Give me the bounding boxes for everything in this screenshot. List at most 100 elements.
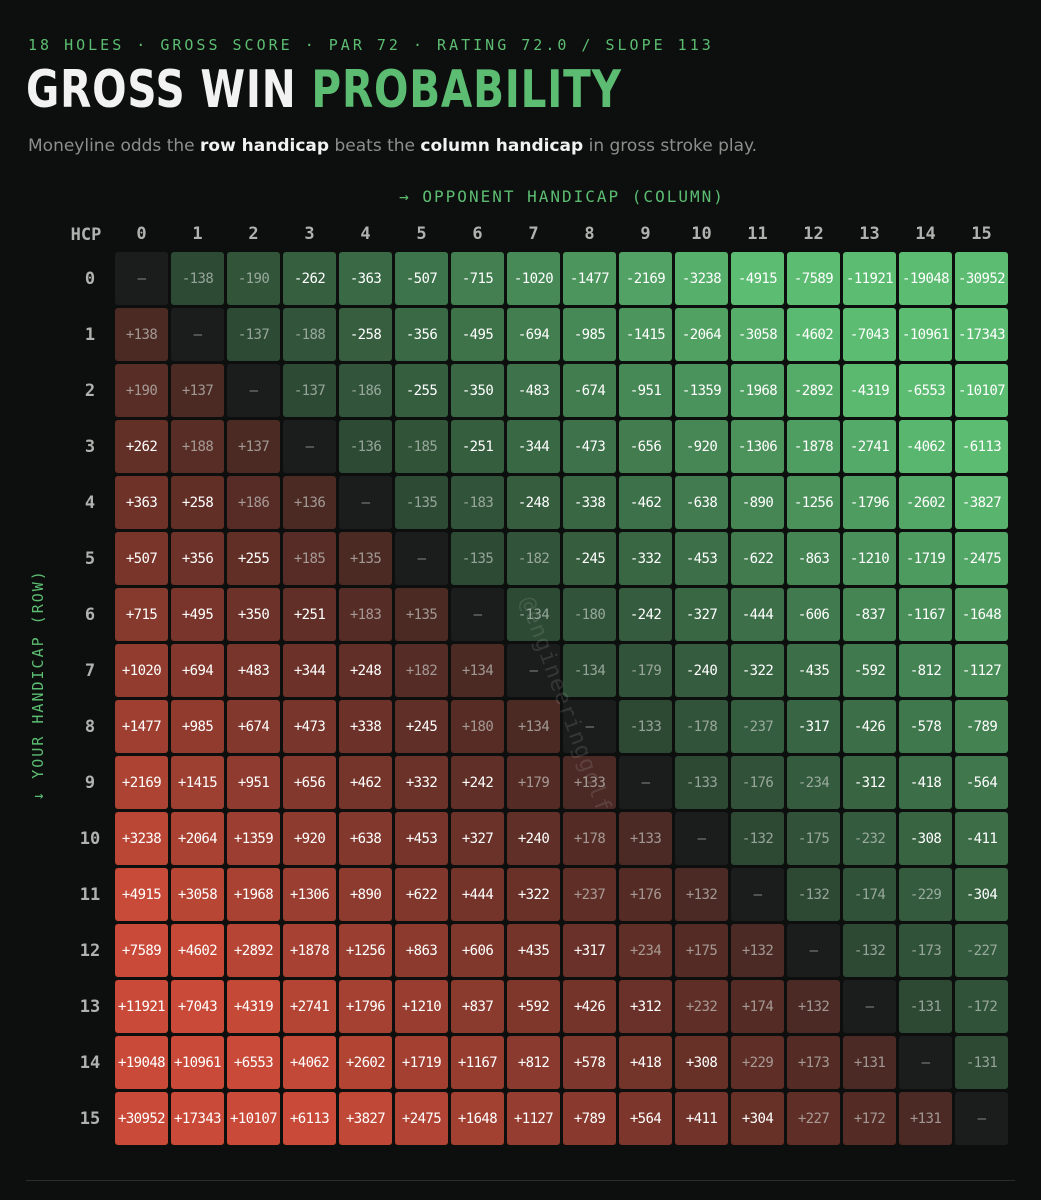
heatmap-cell: -985	[563, 308, 616, 361]
heatmap-cell: -7589	[787, 252, 840, 305]
heatmap-cell: -308	[899, 812, 952, 865]
heatmap-cell: +186	[227, 476, 280, 529]
heatmap-cell: -1167	[899, 588, 952, 641]
heatmap-cell: +4319	[227, 980, 280, 1033]
heatmap-cell: +135	[339, 532, 392, 585]
heatmap-cell: +606	[451, 924, 504, 977]
heatmap-cell: +258	[171, 476, 224, 529]
heatmap-cell: -638	[675, 476, 728, 529]
heatmap-cell: -234	[787, 756, 840, 809]
column-header-13: 13	[859, 224, 880, 244]
heatmap-cell: –	[955, 1092, 1008, 1145]
heatmap-cell: -332	[619, 532, 672, 585]
heatmap-cell: +317	[563, 924, 616, 977]
heatmap-cell: -258	[339, 308, 392, 361]
heatmap-cell: +578	[563, 1036, 616, 1089]
heatmap-cell: +173	[787, 1036, 840, 1089]
heatmap-cell: –	[395, 532, 448, 585]
heatmap-cell: +4602	[171, 924, 224, 977]
heatmap-cell: -131	[955, 1036, 1008, 1089]
row-header-12: 12	[79, 940, 101, 961]
heatmap-cell: -138	[171, 252, 224, 305]
subtitle-column-handicap: column handicap	[420, 136, 584, 156]
column-header-7: 7	[528, 224, 539, 244]
heatmap-cell: +137	[227, 420, 280, 473]
heatmap-cell: -694	[507, 308, 560, 361]
column-header-6: 6	[472, 224, 483, 244]
heatmap-cell: -190	[227, 252, 280, 305]
heatmap-cell: -10961	[899, 308, 952, 361]
heatmap-cell: +356	[171, 532, 224, 585]
heatmap-cell: -17343	[955, 308, 1008, 361]
heatmap-cell: -564	[955, 756, 1008, 809]
title-green-part: PROBABILITY	[311, 60, 622, 120]
heatmap-cell: +483	[227, 644, 280, 697]
heatmap-cell: -133	[619, 700, 672, 753]
heatmap-cell: +132	[731, 924, 784, 977]
heatmap-cell: +133	[563, 756, 616, 809]
heatmap-cell: +332	[395, 756, 448, 809]
heatmap-cell: +426	[563, 980, 616, 1033]
heatmap-cell: +11921	[115, 980, 168, 1033]
heatmap-cell: -592	[843, 644, 896, 697]
heatmap-cell: -10107	[955, 364, 1008, 417]
heatmap-cell: +174	[731, 980, 784, 1033]
heatmap-cell: -2602	[899, 476, 952, 529]
heatmap-cell: –	[675, 812, 728, 865]
heatmap-cell: –	[619, 756, 672, 809]
subtitle-mid: beats the	[329, 136, 421, 156]
heatmap-cell: -322	[731, 644, 784, 697]
heatmap-cell: -3058	[731, 308, 784, 361]
heatmap-cell: -6113	[955, 420, 1008, 473]
heatmap-cell: -473	[563, 420, 616, 473]
heatmap-cell: -19048	[899, 252, 952, 305]
column-header-0: 0	[136, 224, 147, 244]
subtitle-row-handicap: row handicap	[200, 136, 330, 156]
heatmap-cell: +453	[395, 812, 448, 865]
heatmap-cell: –	[227, 364, 280, 417]
heatmap-cell: +411	[675, 1092, 728, 1145]
heatmap-cell: -1020	[507, 252, 560, 305]
heatmap-cell: +715	[115, 588, 168, 641]
heatmap-cell: -863	[787, 532, 840, 585]
heatmap-cell: -715	[451, 252, 504, 305]
heatmap-cell: -137	[227, 308, 280, 361]
row-header-15: 15	[79, 1108, 101, 1129]
heatmap-cell: -133	[675, 756, 728, 809]
heatmap-cell: -812	[899, 644, 952, 697]
heatmap-cell: -2064	[675, 308, 728, 361]
heatmap-cell: -2892	[787, 364, 840, 417]
row-header-13: 13	[79, 996, 101, 1017]
heatmap-cell: +245	[395, 700, 448, 753]
heatmap-cell: -180	[563, 588, 616, 641]
heatmap-cell: –	[731, 868, 784, 921]
heatmap-cell: +1878	[283, 924, 336, 977]
heatmap-cell: -4319	[843, 364, 896, 417]
heatmap-cell: -137	[283, 364, 336, 417]
heatmap-cell: +495	[171, 588, 224, 641]
heatmap-cell: +3827	[339, 1092, 392, 1145]
column-header-2: 2	[248, 224, 259, 244]
heatmap-cell: +1648	[451, 1092, 504, 1145]
heatmap-cell: -262	[283, 252, 336, 305]
heatmap-cell: +227	[787, 1092, 840, 1145]
heatmap-cell: -327	[675, 588, 728, 641]
heatmap-cell: -182	[507, 532, 560, 585]
row-header-7: 7	[84, 660, 96, 681]
heatmap-cell: +7589	[115, 924, 168, 977]
heatmap-cell: -1415	[619, 308, 672, 361]
heatmap-cell: +322	[507, 868, 560, 921]
row-header-0: 0	[84, 268, 96, 289]
heatmap-cell: -837	[843, 588, 896, 641]
heatmap-cell: -350	[451, 364, 504, 417]
column-header-14: 14	[915, 224, 936, 244]
heatmap-cell: +1477	[115, 700, 168, 753]
heatmap-cell: +812	[507, 1036, 560, 1089]
heatmap-cell: –	[283, 420, 336, 473]
row-header-6: 6	[84, 604, 96, 625]
heatmap-cell: -136	[339, 420, 392, 473]
heatmap-cell: -178	[675, 700, 728, 753]
heatmap-cell: +1415	[171, 756, 224, 809]
heatmap-cell: -578	[899, 700, 952, 753]
heatmap-cell: -312	[843, 756, 896, 809]
